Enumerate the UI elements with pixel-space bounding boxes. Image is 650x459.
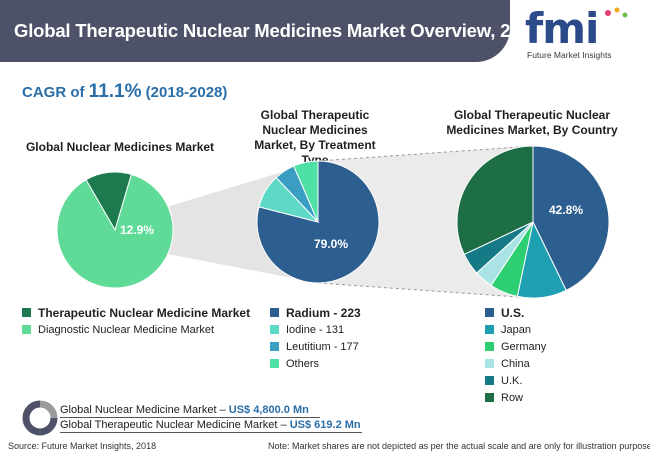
country-legend: U.S. Japan Germany China U.K. Row <box>485 304 546 406</box>
legend-label: Leutitium - 177 <box>286 340 359 353</box>
legend-swatch <box>270 325 279 334</box>
disclaimer-note: Note: Market shares are not depicted as … <box>268 441 650 451</box>
legend-item: Leutitium - 177 <box>270 338 361 355</box>
legend-swatch <box>485 359 494 368</box>
legend-item: Row <box>485 389 546 406</box>
legend-label: Iodine - 131 <box>286 323 345 336</box>
legend-item: China <box>485 355 546 372</box>
cagr-period: (2018-2028) <box>145 84 228 101</box>
legend-label: U.S. <box>501 305 525 320</box>
fmi-logo: fmi Future Market Insights <box>525 6 635 66</box>
logo-text: fmi <box>525 4 599 53</box>
data-label: 42.8% <box>549 203 583 217</box>
source-note: Source: Future Market Insights, 2018 <box>8 441 157 451</box>
data-label: 12.9% <box>120 223 154 237</box>
legend-item: U.K. <box>485 372 546 389</box>
market-size-label: Global Therapeutic Nuclear Medicine Mark… <box>60 419 287 431</box>
legend-swatch <box>270 359 279 368</box>
legend-item: Iodine - 131 <box>270 321 361 338</box>
legend-swatch <box>22 325 31 334</box>
market-size-value: US$ 4,800.0 Mn <box>228 404 309 416</box>
legend-swatch <box>270 308 279 317</box>
pie-slice <box>532 145 610 292</box>
nuclear-market-size: Global Nuclear Medicine Market – US$ 4,8… <box>60 404 309 416</box>
legend-swatch <box>22 308 31 317</box>
treatment-legend: Radium - 223 Iodine - 131 Leutitium - 17… <box>270 304 361 372</box>
legend-item: Germany <box>485 338 546 355</box>
legend-item: Diagnostic Nuclear Medicine Market <box>22 321 250 338</box>
legend-item: U.S. <box>485 304 546 321</box>
legend-swatch <box>485 342 494 351</box>
legend-label: Others <box>286 357 320 370</box>
legend-item: Therapeutic Nuclear Medicine Market <box>22 304 250 321</box>
legend-label: China <box>501 357 530 370</box>
pie-slice <box>293 160 319 223</box>
header-banner: Global Therapeutic Nuclear Medicines Mar… <box>0 0 541 62</box>
legend-item: Radium - 223 <box>270 304 361 321</box>
pie-slice <box>456 145 534 256</box>
divider <box>60 417 320 418</box>
cagr-value: 11.1% <box>88 81 142 102</box>
nuclear-market-title: Global Nuclear Medicines Market <box>25 140 215 154</box>
country-title: Global Therapeutic Nuclear Medicines Mar… <box>446 108 618 137</box>
pie-slice <box>56 173 174 289</box>
legend-swatch <box>485 308 494 317</box>
market-size-value: US$ 619.2 Mn <box>289 419 361 431</box>
legend-item: Japan <box>485 321 546 338</box>
cagr-text: CAGR of 11.1% (2018-2028) <box>22 81 227 103</box>
data-label: 79.0% <box>314 237 348 251</box>
market-size-label: Global Nuclear Medicine Market – <box>60 404 226 416</box>
legend-swatch <box>485 393 494 402</box>
legend-label: Japan <box>501 323 531 336</box>
cagr-prefix: CAGR of <box>22 84 85 101</box>
logo-dots-icon <box>605 7 628 18</box>
legend-swatch <box>485 376 494 385</box>
market-ring-icon <box>22 400 58 436</box>
legend-label: Therapeutic Nuclear Medicine Market <box>38 305 251 320</box>
therapeutic-market-size: Global Therapeutic Nuclear Medicine Mark… <box>60 419 361 431</box>
logo-subtitle: Future Market Insights <box>527 50 612 60</box>
legend-label: Diagnostic Nuclear Medicine Market <box>38 323 215 336</box>
nuclear-legend: Therapeutic Nuclear Medicine Market Diag… <box>22 304 250 338</box>
legend-label: Radium - 223 <box>286 305 361 320</box>
legend-swatch <box>485 325 494 334</box>
legend-label: Row <box>501 391 524 404</box>
page-title: Global Therapeutic Nuclear Medicines Mar… <box>14 20 541 41</box>
legend-swatch <box>270 342 279 351</box>
legend-item: Others <box>270 355 361 372</box>
legend-label: Germany <box>501 340 547 353</box>
legend-label: U.K. <box>501 374 523 387</box>
divider <box>60 432 362 433</box>
